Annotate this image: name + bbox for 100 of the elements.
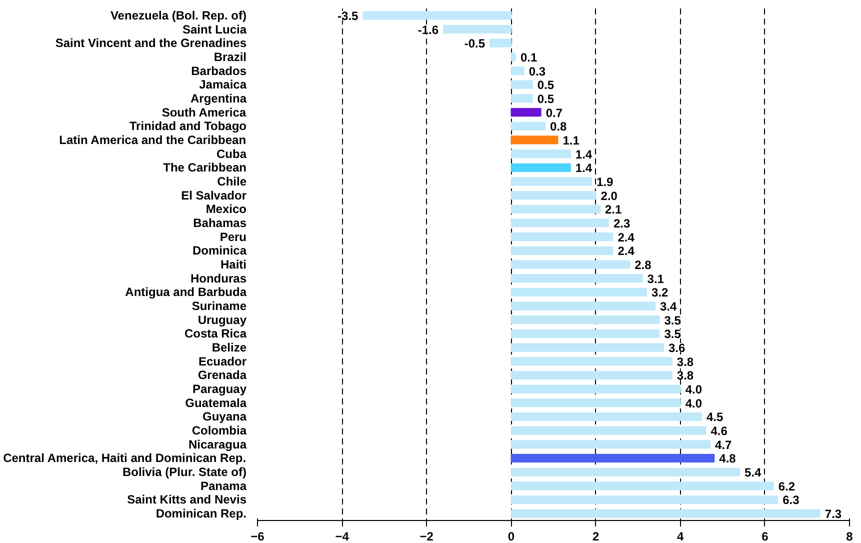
bar xyxy=(510,440,710,449)
y-tick-label: Bolivia (Plur. State of) xyxy=(122,465,247,480)
bar xyxy=(510,370,672,380)
bar xyxy=(510,260,630,269)
x-tick-label: 6 xyxy=(762,530,769,543)
y-tick-label: Guatemala xyxy=(185,396,247,410)
y-tick-label: Bahamas xyxy=(193,216,247,230)
data-label: 3.2 xyxy=(652,286,669,300)
data-label: 2.1 xyxy=(605,202,622,217)
data-label: 1.9 xyxy=(596,174,614,189)
y-tick-label: Colombia xyxy=(192,424,247,438)
y-tick-label: South America xyxy=(162,105,246,120)
bar xyxy=(510,343,664,352)
bar xyxy=(510,302,656,310)
bar xyxy=(510,412,702,422)
bar xyxy=(510,80,533,89)
y-tick-label: Suriname xyxy=(192,299,247,314)
data-label: 4.5 xyxy=(706,410,724,424)
bar xyxy=(510,149,571,158)
x-tick-label: −6 xyxy=(250,530,265,543)
y-tick-label: Brazil xyxy=(214,50,247,64)
data-label: 3.5 xyxy=(664,313,682,328)
bar xyxy=(510,136,558,144)
y-tick-label: Argentina xyxy=(190,91,247,106)
data-label: 1.1 xyxy=(562,133,580,148)
y-tick-label: Saint Lucia xyxy=(182,22,247,36)
y-tick-label: Belize xyxy=(212,340,247,355)
data-label: 2.0 xyxy=(600,188,618,203)
y-tick-label: Peru xyxy=(220,230,247,244)
bar xyxy=(443,24,512,34)
data-label: 0.3 xyxy=(528,64,546,78)
data-label: 2.4 xyxy=(618,244,635,258)
data-label: 0.5 xyxy=(537,92,554,106)
data-label: 4.6 xyxy=(710,424,728,438)
data-label: 3.5 xyxy=(664,327,682,342)
x-tick-label: −4 xyxy=(335,530,350,543)
bar xyxy=(510,274,643,283)
data-label: 6.2 xyxy=(778,479,796,494)
x-tick-label: 2 xyxy=(592,530,600,543)
y-tick-label: Jamaica xyxy=(199,78,247,92)
y-tick-label: Trinidad and Tobago xyxy=(129,119,247,134)
y-tick-label: Panama xyxy=(200,478,247,493)
bar xyxy=(510,94,533,103)
y-tick-label: Dominican Rep. xyxy=(156,506,247,521)
bar xyxy=(510,509,820,518)
y-tick-label: Dominica xyxy=(192,244,247,258)
bar xyxy=(510,177,592,186)
data-label: -3.5 xyxy=(338,8,359,23)
bar xyxy=(510,454,715,463)
y-tick-label: Saint Kitts and Nevis xyxy=(127,492,247,507)
data-label: 2.8 xyxy=(634,258,652,272)
y-tick-label: Venezuela (Bol. Rep. of) xyxy=(110,8,247,22)
bar xyxy=(510,357,672,366)
x-tick-label: 0 xyxy=(508,530,515,543)
bar xyxy=(362,11,512,20)
data-label: 4.7 xyxy=(714,438,732,452)
bar xyxy=(510,329,660,338)
bar xyxy=(510,163,571,172)
data-label: 3.8 xyxy=(676,368,694,383)
x-tick-label: 8 xyxy=(846,530,854,543)
bar xyxy=(510,108,542,117)
y-tick-label: Antigua and Barbuda xyxy=(125,285,247,300)
data-label: 1.4 xyxy=(575,161,592,176)
data-label: 3.4 xyxy=(660,300,677,314)
data-label: 3.8 xyxy=(676,354,694,369)
bar xyxy=(510,52,516,62)
y-tick-label: Nicaragua xyxy=(188,437,247,452)
y-tick-label: Ecuador xyxy=(198,354,247,368)
y-tick-label: Guyana xyxy=(202,410,247,424)
bar xyxy=(510,288,648,296)
y-tick-label: Haiti xyxy=(220,258,247,272)
data-label: 3.1 xyxy=(647,272,664,286)
y-tick-label: Honduras xyxy=(190,271,247,286)
bar xyxy=(510,426,706,435)
y-tick-label: The Caribbean xyxy=(163,160,247,175)
bar xyxy=(510,232,614,242)
data-label: 7.3 xyxy=(824,507,842,522)
data-label: 3.6 xyxy=(668,341,686,356)
y-tick-label: Costa Rica xyxy=(184,326,247,341)
data-label: 6.3 xyxy=(782,493,800,508)
y-tick-label: Saint Vincent and the Grenadines xyxy=(55,36,247,50)
bar xyxy=(510,482,774,490)
data-label: -0.5 xyxy=(464,36,486,51)
bar xyxy=(510,218,609,228)
bar xyxy=(510,66,524,76)
x-tick-label: −2 xyxy=(420,530,434,543)
bar xyxy=(510,384,681,394)
y-tick-label: Uruguay xyxy=(198,312,247,327)
y-tick-label: Barbados xyxy=(191,64,247,78)
y-tick-label: El Salvador xyxy=(181,188,247,202)
data-label: 4.0 xyxy=(685,382,702,397)
y-tick-label: Cuba xyxy=(216,146,247,161)
data-label: 1.4 xyxy=(575,147,592,162)
data-label: 4.0 xyxy=(685,396,702,410)
bar xyxy=(510,122,546,130)
bar xyxy=(510,191,596,200)
data-label: 0.7 xyxy=(546,106,563,120)
y-tick-label: Paraguay xyxy=(192,382,247,396)
bar xyxy=(510,398,681,408)
y-tick-label: Latin America and the Caribbean xyxy=(59,132,246,147)
